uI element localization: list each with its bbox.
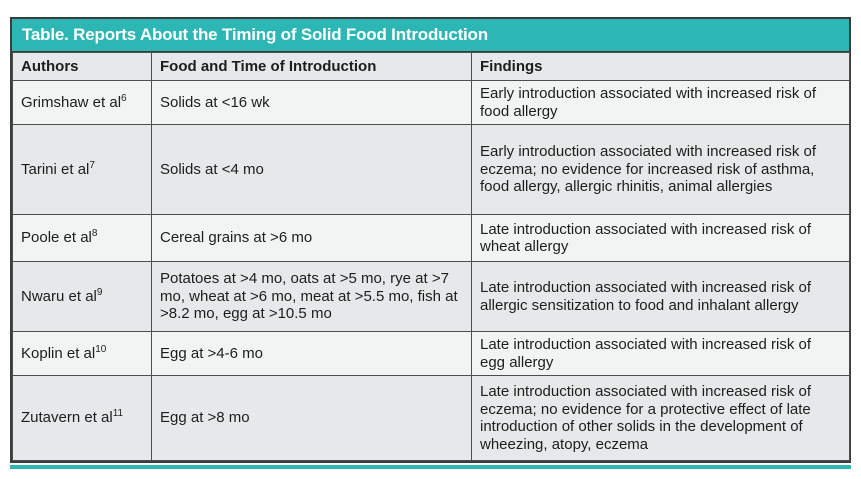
reference-superscript: 7 (89, 159, 95, 171)
author-name: Nwaru et al (21, 287, 97, 305)
author-cell: Tarini et al7 (12, 124, 152, 215)
reference-superscript: 8 (91, 228, 98, 240)
author-name: Grimshaw et al (21, 93, 122, 111)
reference-superscript: 10 (95, 343, 107, 355)
table-title: Table. Reports About the Timing of Solid… (22, 25, 488, 44)
author-name: Koplin et al (21, 344, 96, 362)
column-header-findings: Findings (471, 52, 850, 81)
table-row-4: Koplin et al10 Egg at >4-6 mo Late intro… (12, 331, 850, 376)
column-header-food: Food and Time of Introduction (151, 52, 472, 81)
bottom-accent-bar (10, 465, 851, 469)
table-title-bar: Table. Reports About the Timing of Solid… (12, 19, 849, 52)
findings-cell: Late introduction associated with increa… (471, 331, 850, 376)
food-cell: Potatoes at >4 mo, oats at >5 mo, rye at… (151, 261, 472, 332)
solid-food-table: Authors Food and Time of Introduction Fi… (12, 52, 850, 461)
journal-table-figure: Table. Reports About the Timing of Solid… (10, 17, 851, 469)
author-name: Poole et al (21, 229, 92, 247)
findings-cell: Early introduction associated with incre… (471, 124, 850, 215)
table-row-3: Nwaru et al9 Potatoes at >4 mo, oats at … (12, 261, 850, 332)
findings-cell: Late introduction associated with increa… (471, 375, 850, 461)
author-cell: Koplin et al10 (12, 331, 152, 376)
reference-superscript: 6 (121, 92, 127, 104)
table-row-2: Poole et al8 Cereal grains at >6 mo Late… (12, 214, 850, 262)
findings-cell: Early introduction associated with incre… (471, 80, 850, 125)
author-name: Tarini et al (21, 160, 90, 178)
food-cell: Cereal grains at >6 mo (151, 214, 472, 262)
table-row-5: Zutavern et al11 Egg at >8 mo Late intro… (12, 375, 850, 461)
food-cell: Solids at <4 mo (151, 124, 472, 215)
reference-superscript: 9 (96, 286, 103, 298)
table-row-0: Grimshaw et al6 Solids at <16 wk Early i… (12, 80, 850, 125)
author-name: Zutavern et al (21, 409, 113, 427)
column-header-authors: Authors (12, 52, 152, 81)
header-row: Authors Food and Time of Introduction Fi… (12, 52, 850, 81)
food-cell: Solids at <16 wk (151, 80, 472, 125)
table-container: Table. Reports About the Timing of Solid… (10, 17, 851, 463)
author-cell: Grimshaw et al6 (12, 80, 152, 125)
findings-cell: Late introduction associated with increa… (471, 261, 850, 332)
author-cell: Poole et al8 (12, 214, 152, 262)
food-cell: Egg at >8 mo (151, 375, 472, 461)
author-cell: Zutavern et al11 (12, 375, 152, 461)
food-cell: Egg at >4-6 mo (151, 331, 472, 376)
author-cell: Nwaru et al9 (12, 261, 152, 332)
reference-superscript: 11 (112, 408, 124, 420)
findings-cell: Late introduction associated with increa… (471, 214, 850, 262)
table-row-1: Tarini et al7 Solids at <4 mo Early intr… (12, 124, 850, 215)
